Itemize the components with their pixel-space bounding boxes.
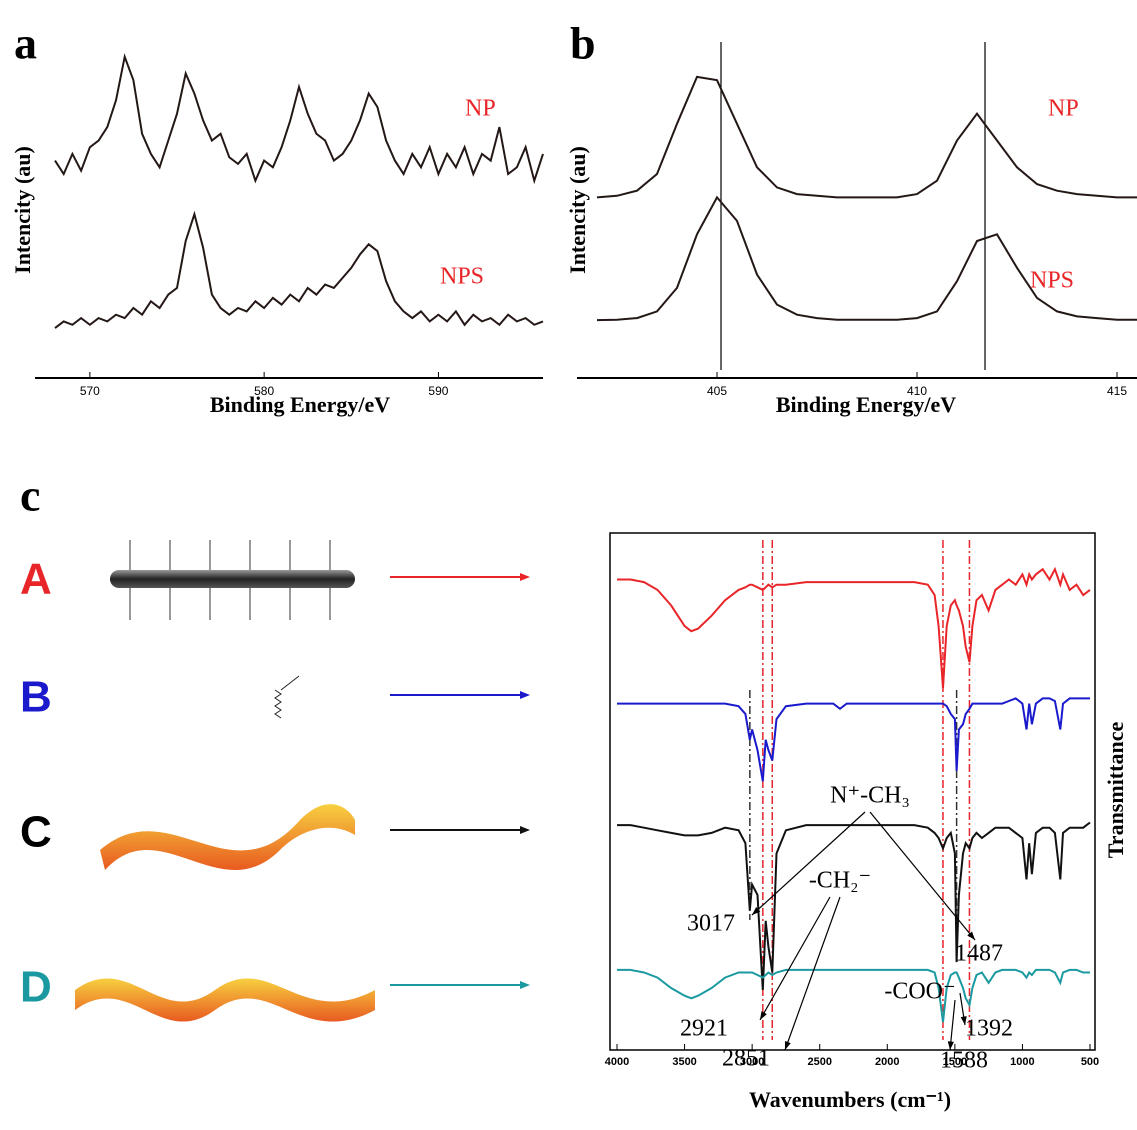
peak-label: 1392	[965, 1016, 1013, 1042]
arrow-head	[520, 826, 530, 834]
series-label: NP	[1048, 96, 1079, 122]
annotation-arrow-head	[947, 1041, 954, 1050]
ribbon-d	[75, 978, 375, 1022]
arrow-head	[520, 691, 530, 699]
schematic-label: D	[20, 963, 52, 1012]
x-tick-label: 500	[1081, 1056, 1099, 1068]
annotation-arrow-head	[752, 907, 761, 915]
y-axis-label: Intencity (au)	[10, 146, 35, 274]
series-label: NPS	[1030, 268, 1074, 294]
spectrum-line	[617, 566, 1091, 689]
x-tick-label: 1000	[1010, 1056, 1034, 1068]
annotation-arrow	[751, 811, 866, 916]
spectrum-line	[54, 53, 544, 185]
annotation-arrow	[784, 896, 841, 1051]
group-label: -CH₂⁻	[809, 868, 871, 894]
series-label: NPS	[440, 264, 484, 290]
schematic-label: A	[20, 555, 52, 604]
peak-label: 3017	[687, 911, 735, 937]
annotation-arrow	[759, 896, 831, 1021]
spectrum-line	[617, 968, 1090, 1023]
spectrum-line	[617, 821, 1091, 991]
annotation-arrow-head	[784, 1041, 791, 1050]
panel-label: a	[14, 18, 37, 69]
x-tick-label: 3500	[672, 1056, 696, 1068]
panel-label: b	[570, 18, 596, 69]
peak-label: 2921	[680, 1016, 728, 1042]
ligands	[129, 540, 331, 620]
x-tick-label: 2500	[807, 1056, 831, 1068]
schematic	[75, 540, 375, 1022]
annotation-arrow-head	[960, 1016, 967, 1025]
x-tick-label: 405	[707, 384, 727, 398]
peak-label: 1588	[940, 1048, 988, 1074]
annotation-arrow-head	[967, 931, 975, 940]
x-tick-label: 3000	[740, 1056, 764, 1068]
schematic-label: C	[20, 808, 52, 857]
arrow-head	[520, 573, 530, 581]
y-axis-label: Transmittance	[1103, 722, 1128, 859]
surfactant	[274, 675, 300, 719]
nanotube	[110, 570, 355, 588]
schematic-label: B	[20, 673, 52, 722]
spectrum-line	[54, 210, 544, 329]
x-axis-label: Binding Energy/eV	[776, 392, 956, 417]
panel-label: c	[20, 470, 40, 521]
plot-frame	[609, 532, 1096, 1051]
group-label: -COO⁻	[884, 979, 955, 1005]
annotation-arrow	[869, 811, 976, 941]
peak-label: 2851	[722, 1046, 770, 1072]
x-tick-label: 570	[80, 384, 100, 398]
x-axis-label: Binding Energy/eV	[210, 392, 390, 417]
spectrum-line	[596, 75, 1137, 199]
ribbon-c	[100, 804, 355, 870]
x-tick-label: 580	[254, 384, 274, 398]
x-tick-label: 2000	[875, 1056, 899, 1068]
arrow-head	[520, 981, 530, 989]
annotation-arrow-head	[760, 1011, 767, 1020]
spectrum-line	[596, 195, 1137, 322]
x-tick-label: 590	[428, 384, 448, 398]
spectrum-line	[617, 697, 1090, 782]
x-tick-label: 415	[1107, 384, 1127, 398]
y-axis-label: Intencity (au)	[565, 146, 590, 274]
x-tick-label: 410	[907, 384, 927, 398]
x-tick-label: 1500	[943, 1056, 967, 1068]
series-label: NP	[465, 96, 496, 122]
group-label: N⁺-CH₃	[830, 783, 910, 809]
x-axis-label: Wavenumbers (cm⁻¹)	[749, 1087, 951, 1112]
peak-label: 1487	[955, 941, 1003, 967]
x-tick-label: 4000	[605, 1056, 629, 1068]
